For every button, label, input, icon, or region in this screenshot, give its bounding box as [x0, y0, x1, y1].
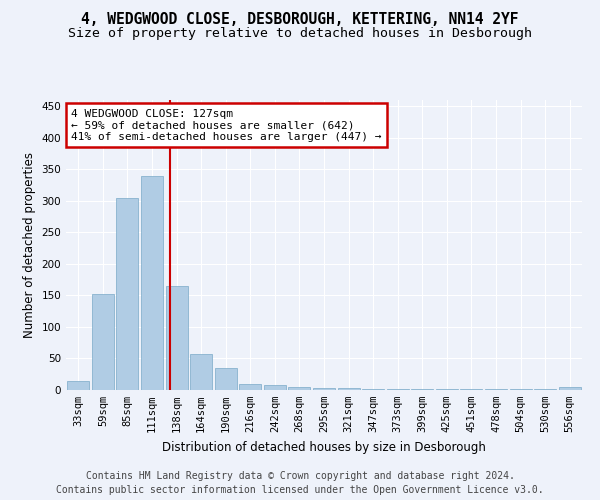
Bar: [289, 387, 310, 390]
Bar: [386, 388, 409, 390]
X-axis label: Distribution of detached houses by size in Desborough: Distribution of detached houses by size …: [162, 440, 486, 454]
Bar: [166, 286, 188, 390]
Bar: [67, 380, 89, 390]
Bar: [92, 294, 114, 390]
Bar: [362, 388, 384, 390]
Y-axis label: Number of detached properties: Number of detached properties: [23, 152, 36, 338]
Bar: [190, 354, 212, 390]
Bar: [338, 388, 359, 390]
Bar: [141, 176, 163, 390]
Bar: [215, 368, 237, 390]
Bar: [116, 198, 139, 390]
Bar: [313, 388, 335, 390]
Text: 4, WEDGWOOD CLOSE, DESBOROUGH, KETTERING, NN14 2YF: 4, WEDGWOOD CLOSE, DESBOROUGH, KETTERING…: [81, 12, 519, 28]
Bar: [264, 385, 286, 390]
Bar: [559, 388, 581, 390]
Bar: [239, 384, 262, 390]
Text: Size of property relative to detached houses in Desborough: Size of property relative to detached ho…: [68, 28, 532, 40]
Text: 4 WEDGWOOD CLOSE: 127sqm
← 59% of detached houses are smaller (642)
41% of semi-: 4 WEDGWOOD CLOSE: 127sqm ← 59% of detach…: [71, 108, 382, 142]
Text: Contains HM Land Registry data © Crown copyright and database right 2024.
Contai: Contains HM Land Registry data © Crown c…: [56, 471, 544, 495]
